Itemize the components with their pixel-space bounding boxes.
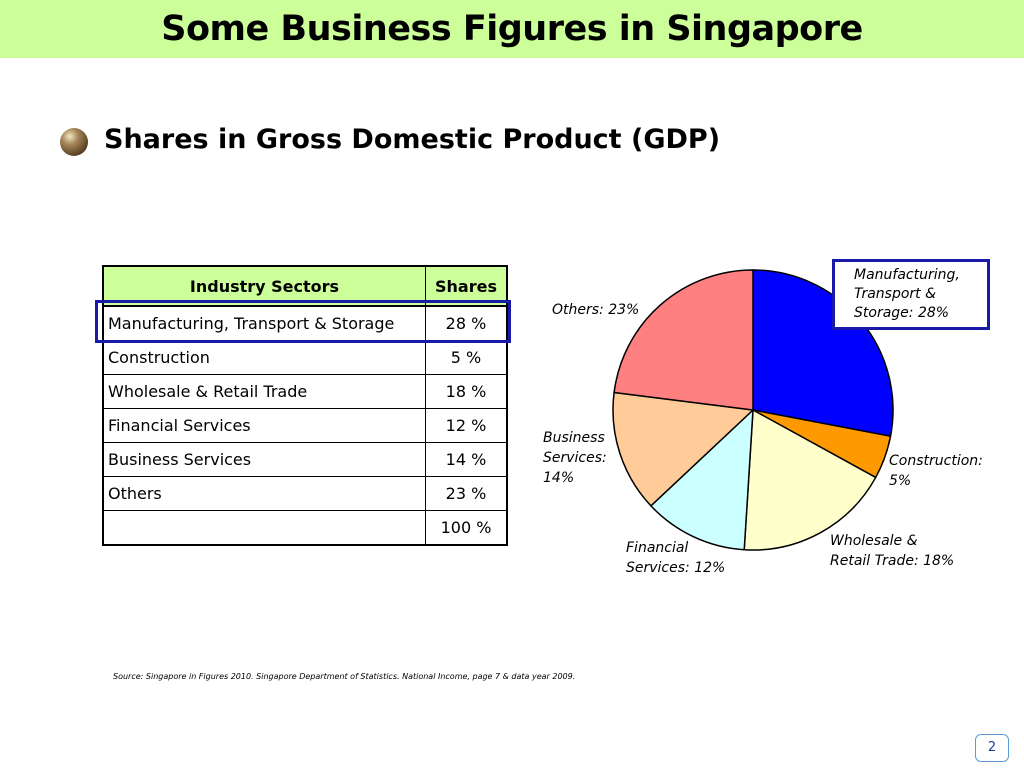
- pie-label-construction: Construction: 5%: [889, 453, 983, 489]
- slide-title: Some Business Figures in Singapore: [161, 9, 863, 49]
- table-header-row: Industry Sectors Shares: [102, 265, 508, 307]
- pie-slice-financial-services: [649, 408, 754, 551]
- pie-label-business-services: Business Services: 14%: [543, 430, 607, 486]
- table-total-row: 100 %: [102, 510, 508, 546]
- sector-cell: Manufacturing, Transport & Storage: [102, 305, 426, 341]
- source-note: Source: Singapore in Figures 2010. Singa…: [113, 672, 576, 681]
- sector-cell: Business Services: [102, 442, 426, 477]
- sector-cell: Wholesale & Retail Trade: [102, 374, 426, 409]
- sector-cell: Construction: [102, 340, 426, 375]
- total-share-cell: 100 %: [425, 510, 508, 546]
- pie-label-financial-services: Financial Services: 12%: [626, 540, 726, 576]
- table-row: Others 23 %: [102, 476, 508, 511]
- pie-slice-business-services: [612, 391, 755, 507]
- share-cell: 12 %: [425, 408, 508, 443]
- table-row: Manufacturing, Transport & Storage 28 %: [102, 305, 508, 341]
- share-cell: 28 %: [425, 305, 508, 341]
- title-bar: Some Business Figures in Singapore: [0, 0, 1024, 58]
- pie-label-wholesale-retail: Wholesale & Retail Trade: 18%: [830, 533, 955, 569]
- gdp-share-table: Industry Sectors Shares Manufacturing, T…: [102, 265, 508, 546]
- pie-label-others: Others: 23%: [552, 302, 640, 318]
- manufacturing-callout-box: Manufacturing, Transport & Storage: 28%: [832, 259, 990, 330]
- page-number-badge: 2: [975, 734, 1009, 762]
- table-row: Wholesale & Retail Trade 18 %: [102, 374, 508, 409]
- bullet-sphere-icon: [60, 128, 88, 156]
- share-cell: 23 %: [425, 476, 508, 511]
- sector-cell: [102, 510, 426, 546]
- pie-slice-others: [613, 269, 754, 411]
- header-industry-sectors: Industry Sectors: [102, 265, 426, 307]
- pie-slice-wholesale-retail: [743, 408, 877, 551]
- sector-cell: Others: [102, 476, 426, 511]
- manufacturing-row-highlight: [95, 300, 511, 343]
- table-row: Business Services 14 %: [102, 442, 508, 477]
- share-cell: 14 %: [425, 442, 508, 477]
- slide-subtitle: Shares in Gross Domestic Product (GDP): [104, 124, 721, 155]
- pie-label-manufacturing: Manufacturing, Transport & Storage: 28%: [854, 267, 960, 321]
- share-cell: 18 %: [425, 374, 508, 409]
- table-row: Construction 5 %: [102, 340, 508, 375]
